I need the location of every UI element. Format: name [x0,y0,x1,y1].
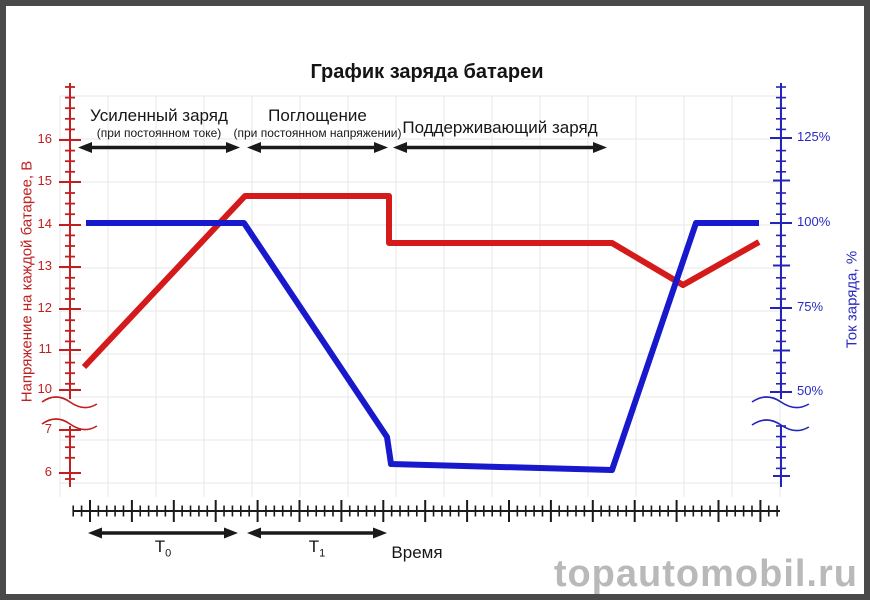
right-axis-tick-label: 100% [797,214,831,229]
watermark: topautomobil.ru [553,553,858,595]
arrow-head [374,142,388,153]
t-interval-label: T1 [308,537,326,560]
chart-title: График заряда батареи [310,61,544,83]
left-axis-tick-label: 15 [37,173,52,188]
phase-sublabel: (при постоянном напряжении) [233,126,402,140]
axis-break-squiggle [41,418,98,431]
left-axis-tick-label: 6 [44,464,52,479]
left-axis-tick-label: 16 [37,131,52,146]
arrow-head [247,142,261,153]
phase-label: Поглощение [268,106,367,125]
arrow-head [88,527,102,539]
axis-break-squiggle [751,396,810,409]
phase-sublabel: (при постоянном токе) [96,126,222,140]
arrow-head [393,142,407,153]
current-series-line [86,220,759,473]
phase-label: Усиленный заряд [90,106,228,125]
arrow-head [373,527,387,539]
arrow-head [224,527,238,539]
left-axis-title: Напряжение на каждой батарее, В [18,160,36,403]
axis-break-squiggle [41,396,98,409]
arrow-head [593,142,607,153]
right-axis-tick-label: 75% [797,299,824,314]
phase-label: Поддерживающий заряд [402,118,598,137]
arrow-head [78,142,92,153]
left-axis-tick-label: 13 [37,258,52,273]
arrow-head [247,527,261,539]
left-axis-tick-label: 14 [37,216,52,231]
left-axis-tick-label: 11 [38,341,53,356]
x-axis-title: Время [391,543,443,562]
t-interval-subscript: 1 [319,547,326,560]
t-interval-label: T0 [154,537,172,560]
left-axis-tick-label: 7 [44,421,52,436]
arrow-head [226,142,240,153]
right-axis-tick-label: 50% [797,383,824,398]
left-axis-tick-label: 12 [37,300,52,315]
left-axis-tick-label: 10 [37,381,52,396]
right-axis-tick-label: 125% [797,129,831,144]
t-interval-subscript: 0 [165,547,172,560]
voltage-series-line [81,193,761,370]
axis-break-squiggle [751,419,810,432]
